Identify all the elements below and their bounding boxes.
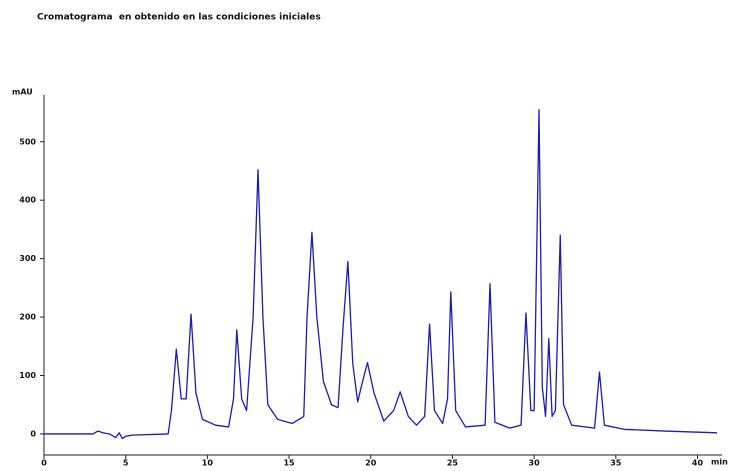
y-tick-label: 500 [19,137,36,146]
x-axis-label: min [711,458,728,467]
x-tick-label: 40 [692,459,704,468]
x-tick-label: 20 [365,459,377,468]
y-tick-label: 200 [19,313,36,322]
chart-title: Cromatograma en obtenido en las condicio… [37,13,321,23]
x-tick-label: 5 [123,459,129,468]
y-tick-label: 0 [30,429,36,438]
y-tick-label: 300 [19,254,36,263]
y-tick-label: 100 [19,371,36,380]
y-tick-label: 400 [19,196,36,205]
x-tick-label: 15 [283,459,295,468]
x-tick-label: 10 [202,459,214,468]
x-tick-label: 0 [41,459,47,468]
x-tick-label: 35 [610,459,622,468]
y-axis-label: mAU [12,88,33,97]
chromatogram-line [44,108,718,440]
x-tick-label: 30 [529,459,541,468]
x-tick-label: 25 [447,459,459,468]
